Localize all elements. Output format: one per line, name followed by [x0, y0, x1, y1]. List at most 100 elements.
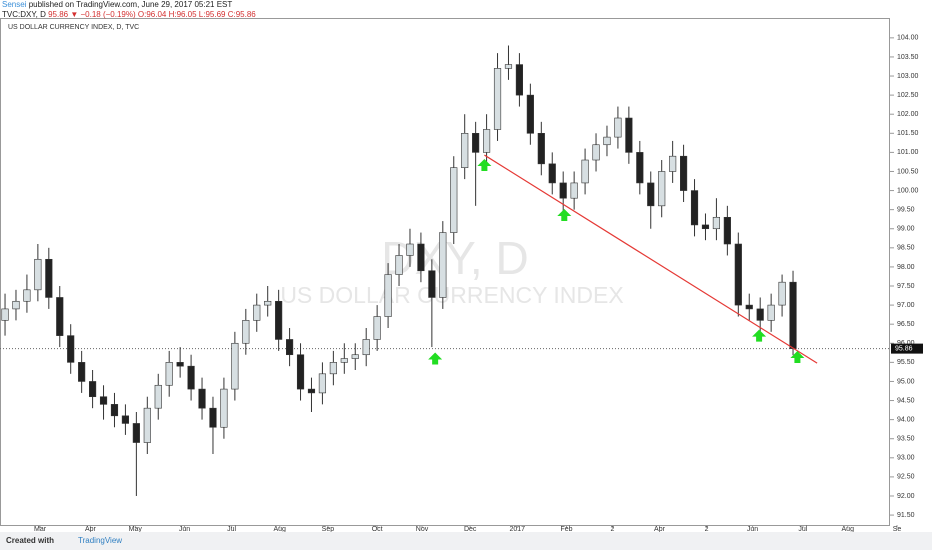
y-tick-label: 100.00: [897, 187, 919, 194]
y-tick-label: 102.00: [897, 111, 919, 118]
candle-body: [23, 289, 31, 302]
candle-body: [132, 423, 140, 443]
candle-body: [537, 132, 545, 165]
candle-body: [275, 300, 283, 340]
chart-title: US DOLLAR CURRENCY INDEX, D, TVC: [8, 24, 139, 31]
candle-body: [110, 404, 119, 417]
x-tick-label: Nov: [416, 526, 429, 532]
candle-body: [56, 297, 64, 336]
y-tick-label: 96.50: [897, 321, 915, 328]
candle-body: [209, 407, 217, 428]
arrow-marker: [557, 208, 572, 221]
y-tick-label: 96.00: [897, 340, 915, 347]
candle-body: [198, 388, 206, 409]
candle-body: [89, 381, 97, 398]
candle-body: [789, 281, 797, 349]
x-tick-label: Aug: [274, 526, 287, 532]
y-tick-label: 93.50: [897, 436, 915, 443]
y-tick-label: 95.50: [897, 359, 915, 366]
x-tick-label: Aug: [842, 526, 855, 532]
last-price-tag: [891, 343, 923, 354]
candle-body: [745, 304, 753, 310]
candle-body: [351, 354, 359, 359]
candle-body: [67, 335, 75, 363]
y-tick-label: 99.00: [897, 226, 915, 233]
candle-body: [176, 362, 184, 367]
candle-body: [395, 255, 403, 275]
candle-body: [483, 129, 491, 153]
brand[interactable]: TradingView: [78, 536, 123, 545]
x-tick-label: Jul: [227, 526, 236, 532]
chart: DXY, D US DOLLAR CURRENCY INDEX US DOLLA…: [0, 18, 923, 532]
symbol: TVC:DXY, D: [2, 10, 46, 19]
x-tick-label: 2: [610, 526, 614, 532]
candle-body: [493, 68, 502, 130]
x-tick-label: Mar: [34, 526, 47, 532]
x-tick-label: May: [129, 526, 143, 532]
candle-body: [548, 163, 556, 184]
y-tick-label: 95.00: [897, 378, 915, 385]
candle-body: [231, 342, 239, 390]
x-tick-label: Apr: [654, 526, 666, 532]
candle-body: [417, 243, 425, 272]
symbol-line: TVC:DXY, D 95.86 ▼ −0.18 (−0.19%) O:96.0…: [2, 10, 256, 20]
y-tick-label: 92.50: [897, 474, 915, 481]
candle-body: [439, 232, 447, 298]
candle-body: [461, 132, 469, 168]
candle-body: [450, 167, 458, 233]
candle-body: [154, 384, 162, 409]
x-tick-label: 2017: [509, 526, 525, 532]
author[interactable]: Sensei: [2, 0, 27, 9]
candle-body: [526, 94, 534, 134]
candle-body: [625, 117, 633, 153]
created-with: Created with: [6, 536, 55, 545]
plot-frame: [0, 18, 890, 526]
footer: Created with TradingView: [0, 532, 932, 550]
x-tick-label: Jul: [798, 526, 807, 532]
published: published on TradingView.com, June 29, 2…: [28, 0, 233, 9]
y-tick-label: 92.00: [897, 493, 915, 500]
x-tick-label: Se: [893, 526, 902, 532]
candle-body: [165, 362, 173, 386]
x-tick-label: Jun: [747, 526, 758, 532]
candle-body: [45, 258, 53, 298]
y-tick-label: 97.00: [897, 302, 915, 309]
candle-body: [636, 152, 644, 184]
candle-body: [253, 304, 261, 321]
y-tick-label: 98.50: [897, 245, 915, 252]
candle-body: [592, 144, 600, 161]
candle-body: [362, 339, 370, 356]
publish-line: Sensei published on TradingView.com, Jun…: [2, 0, 256, 10]
candle-body: [559, 182, 567, 199]
candle-body: [187, 365, 195, 390]
candle-body: [658, 171, 666, 207]
watermark: DXY, D: [381, 232, 528, 284]
trendline: [484, 154, 818, 364]
candle-body: [680, 155, 688, 191]
watermark-subtitle: US DOLLAR CURRENCY INDEX: [280, 282, 623, 308]
arrow-marker: [477, 158, 492, 171]
candle-body: [515, 64, 524, 96]
arrow-marker: [790, 351, 805, 364]
x-tick-label: Sep: [322, 526, 335, 532]
y-tick-label: 101.50: [897, 130, 919, 137]
candle-body: [307, 388, 316, 394]
last-price-label: 95.86: [895, 345, 913, 352]
x-tick-label: 2: [705, 526, 709, 532]
candle-body: [734, 243, 742, 306]
y-tick-label: 103.50: [897, 54, 919, 61]
x-tick-label: Feb: [560, 526, 572, 532]
y-tick-label: 97.50: [897, 283, 915, 290]
candle-body: [242, 320, 250, 344]
candle-body: [701, 224, 710, 230]
candle-body: [581, 159, 589, 184]
y-tick-label: 91.50: [897, 512, 915, 519]
candle-body: [373, 316, 381, 340]
candle-body: [296, 354, 305, 390]
candle-body: [647, 182, 655, 207]
candle-body: [428, 270, 436, 298]
y-tick-label: 94.50: [897, 397, 915, 404]
candle-body: [340, 358, 348, 363]
candle-body: [264, 300, 272, 306]
candle-body: [121, 415, 130, 424]
